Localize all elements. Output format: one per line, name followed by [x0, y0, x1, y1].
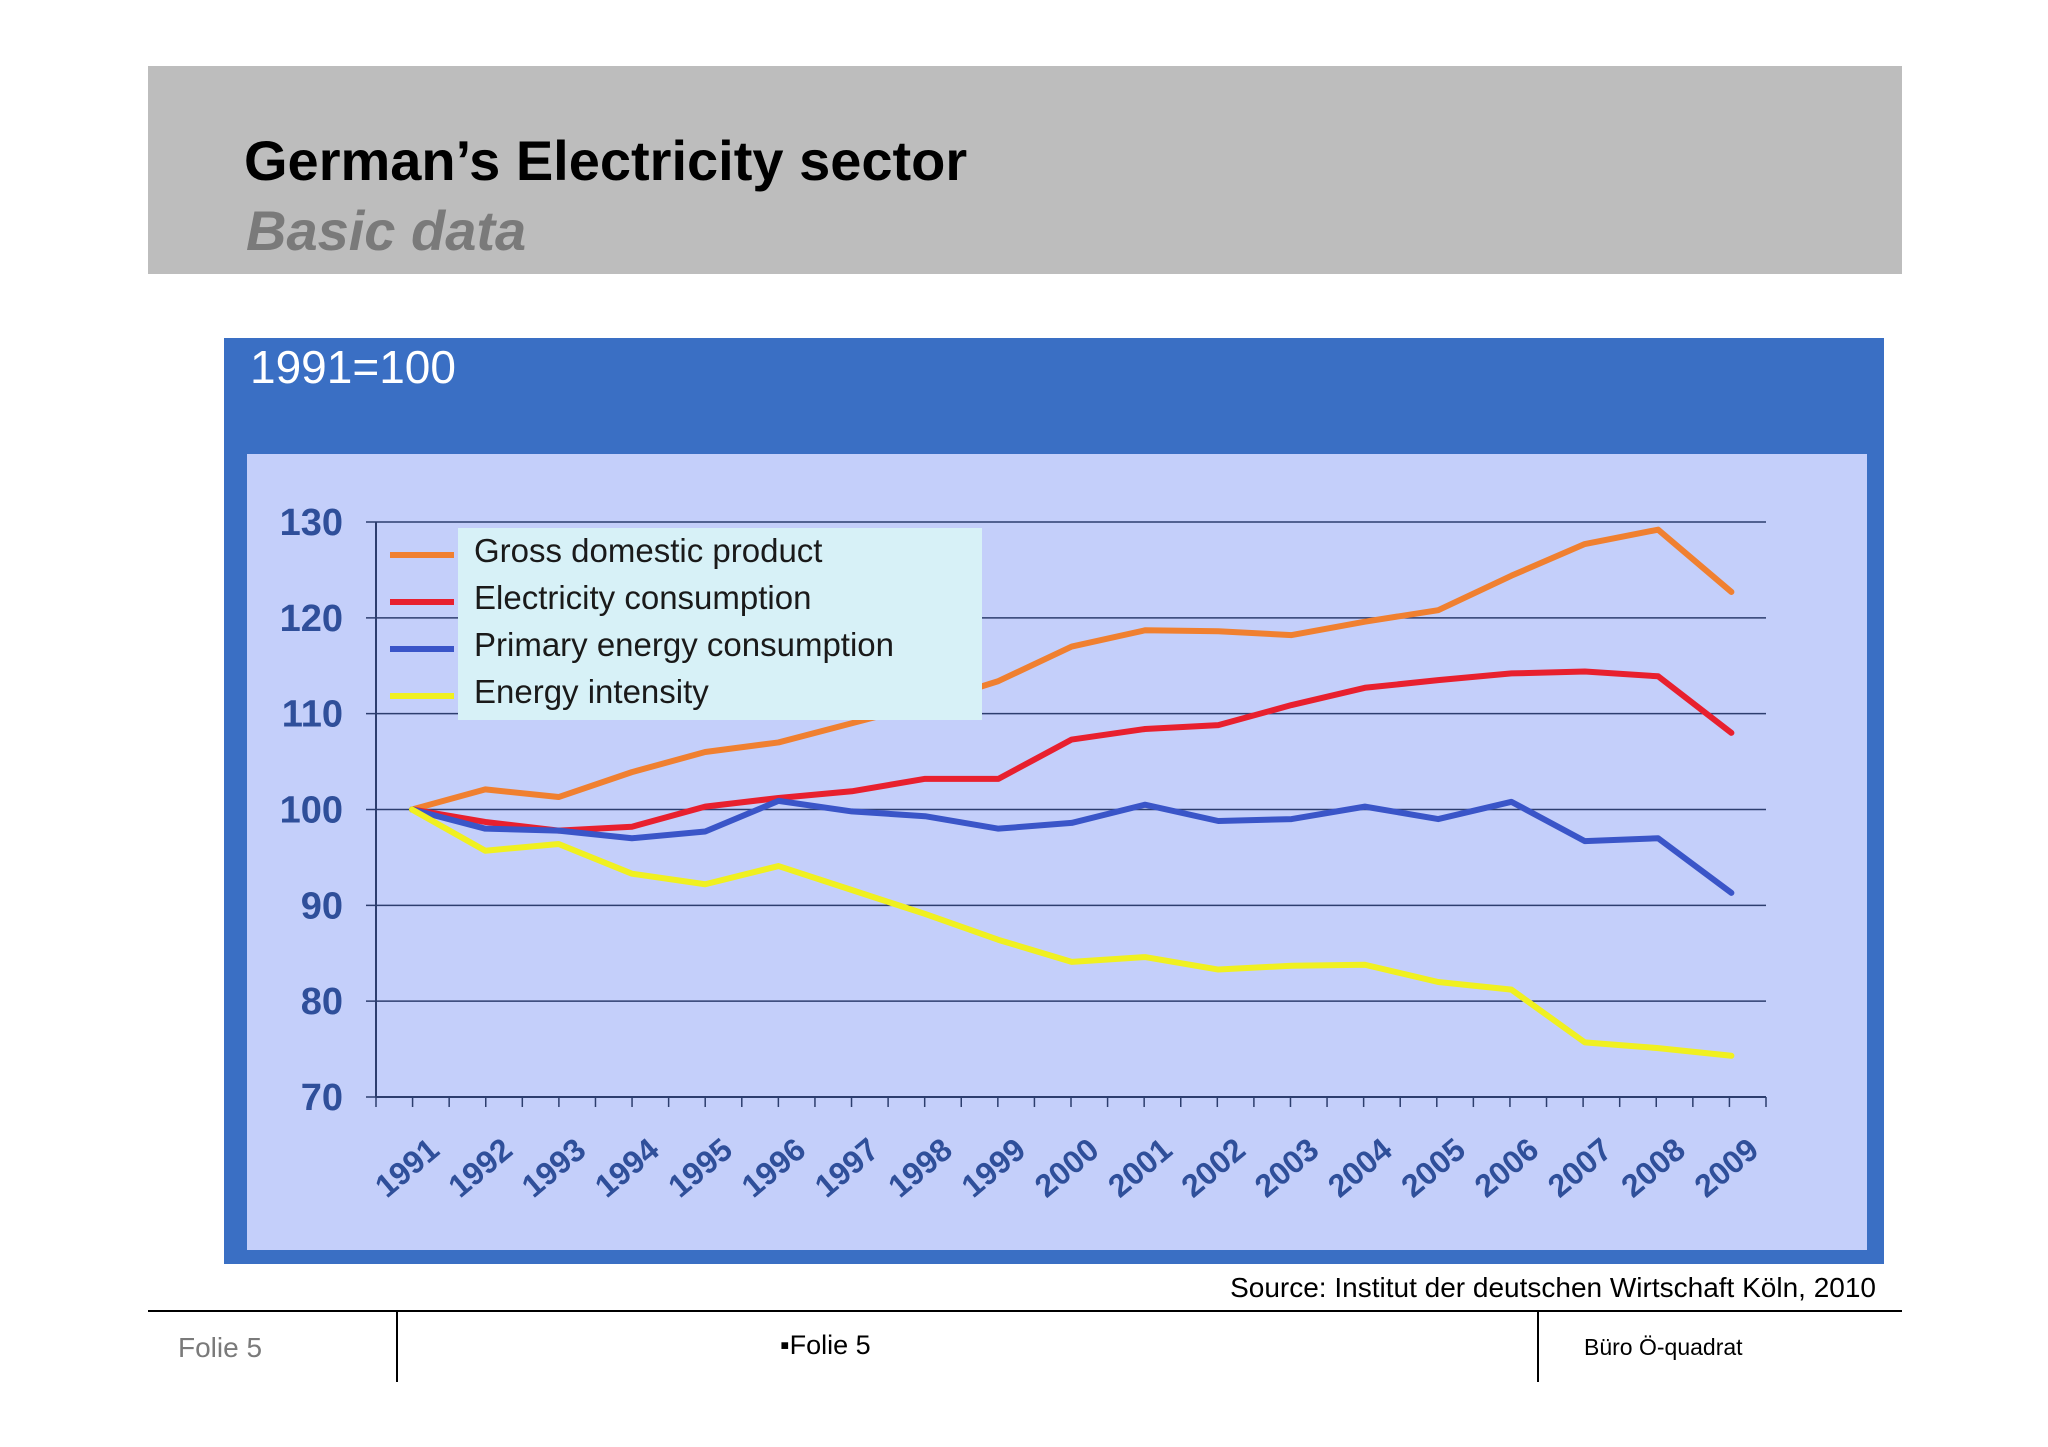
legend-swatch [390, 693, 454, 699]
x-tick-label: 2003 [1248, 1131, 1326, 1204]
x-tick-label: 2002 [1174, 1131, 1252, 1204]
footer-center-label: ▪Folie 5 [780, 1330, 871, 1360]
legend-label: Primary energy consumption [474, 626, 895, 663]
x-tick-label: 2005 [1394, 1131, 1472, 1204]
x-tick-label: 1999 [954, 1131, 1032, 1204]
y-tick-label: 90 [301, 885, 343, 927]
legend-item: Gross domestic product [390, 532, 982, 579]
x-tick-label: 1996 [735, 1131, 813, 1204]
x-tick-label: 2000 [1028, 1131, 1106, 1204]
x-tick-label: 2008 [1614, 1131, 1692, 1204]
legend-item: Energy intensity [390, 673, 982, 720]
chart-legend: Gross domestic product Electricity consum… [390, 528, 982, 720]
y-tick-label: 80 [301, 981, 343, 1023]
legend-label: Electricity consumption [474, 579, 812, 616]
legend-item: Primary energy consumption [390, 626, 982, 673]
series-line-gross-domestic-product [409, 526, 1735, 813]
y-tick-label: 70 [301, 1077, 343, 1119]
x-tick-label: 2004 [1321, 1131, 1399, 1204]
legend-swatch [390, 599, 454, 605]
footer-slide-label: Folie 5 [178, 1332, 263, 1363]
y-tick-label: 120 [280, 598, 343, 640]
x-tick-label: 2001 [1101, 1131, 1179, 1204]
legend-item: Electricity consumption [390, 579, 982, 626]
legend-swatch [390, 552, 454, 558]
x-tick-label: 2007 [1541, 1131, 1619, 1204]
x-tick-label: 1994 [588, 1131, 666, 1204]
footer-company-label: Büro Ö-quadrat [1584, 1334, 1743, 1360]
y-tick-label: 100 [280, 790, 343, 832]
legend-swatch [390, 646, 454, 652]
x-tick-label: 1991 [368, 1131, 446, 1204]
header-band [148, 66, 1902, 274]
x-tick-label: 1997 [808, 1131, 886, 1204]
legend-label: Gross domestic product [474, 532, 823, 569]
series-line-electricity-consumption [409, 668, 1735, 834]
series-line-energy-intensity [409, 806, 1735, 1059]
chart-index-note: 1991=100 [250, 341, 456, 393]
footer-divider [148, 1310, 1902, 1312]
source-note: Source: Institut der deutschen Wirtschaf… [1230, 1272, 1876, 1303]
x-tick-label: 1992 [441, 1131, 519, 1204]
x-tick-label: 1995 [661, 1131, 739, 1204]
slide-title: German’s Electricity sector [244, 129, 968, 192]
footer-separator-left [396, 1310, 398, 1382]
x-tick-label: 2009 [1687, 1131, 1765, 1204]
y-tick-label: 110 [282, 694, 343, 736]
legend-label: Energy intensity [474, 673, 709, 710]
footer-separator-right [1537, 1310, 1539, 1382]
slide-subtitle: Basic data [246, 199, 527, 262]
y-tick-label: 130 [280, 502, 343, 544]
x-tick-label: 2006 [1468, 1131, 1546, 1204]
series-line-primary-energy-consumption [409, 797, 1735, 896]
x-tick-label: 1993 [515, 1131, 593, 1204]
x-tick-label: 1998 [881, 1131, 959, 1204]
